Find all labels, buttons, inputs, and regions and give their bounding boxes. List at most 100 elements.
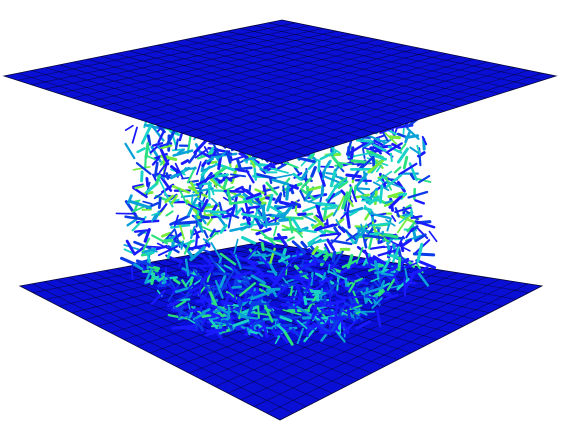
fiber-segment [146,253,151,265]
fiber-segment [310,166,317,178]
fiber-segment [318,330,332,335]
fiber-segment [316,293,320,302]
fiber-segment [326,238,336,252]
fiber-segment [218,256,223,264]
fiber-segment [234,207,243,216]
fiber-segment [194,318,198,330]
fiber-segment [256,303,260,320]
fiber-segment [201,159,208,168]
fiber-segment [200,164,216,173]
fiber-segment [143,228,151,243]
fiber-segment [137,230,146,237]
fiber-segment [294,318,301,328]
fiber-segment [282,185,286,198]
fiber-segment [362,137,380,149]
fiber-segment [180,240,185,250]
fiber-segment [384,199,393,204]
fiber-segment [416,271,430,287]
top-plate-mesh [17,22,543,160]
fiber-segment [165,210,174,217]
fiber-segment [141,247,157,254]
fiber-segment [276,233,288,247]
fiber-segment [373,139,384,146]
fiber-segment [135,259,154,268]
fiber-segment [330,233,342,245]
fiber-segment [367,295,377,300]
fiber-segment [346,195,352,214]
fiber-segment [232,166,253,171]
fiber-segment [241,212,263,220]
fiber-segment [348,282,356,293]
fiber-segment [362,147,366,159]
fiber-segment [354,228,361,245]
fiber-segment [299,264,313,272]
fiber-segment [321,165,327,180]
fiber-segment [387,142,403,153]
fiber-segment [293,264,309,281]
fiber-segment [196,174,215,187]
fiber-segment [348,199,354,208]
fiber-segment [189,264,214,268]
fiber-segment [327,182,339,200]
fiber-segment [329,168,337,188]
fiber-segment [292,172,302,181]
fiber-segment [127,194,133,205]
fiber-segment [263,303,274,323]
fiber-segment [253,311,270,316]
fiber-segment [332,269,341,280]
fiber-segment [273,225,278,237]
fiber-segment [389,152,393,163]
fiber-segment [201,265,215,283]
fiber-segment [212,166,228,178]
fiber-segment [388,194,403,209]
fiber-segment [196,196,206,205]
fiber-segment [276,202,299,210]
fiber-segment [192,312,206,321]
fiber-segment [366,134,386,144]
fiber-segment [172,278,181,285]
fiber-segment [322,321,329,329]
fiber-segment [396,214,417,224]
fiber-segment [324,243,331,254]
fiber-segment [257,211,263,219]
fiber-segment [269,205,283,214]
fiber-segment [260,241,265,252]
fiber-segment [326,159,332,169]
fiber-segment [142,200,153,205]
fiber-segment [193,203,211,208]
fiber-segment [409,173,416,181]
fiber-segment [410,215,423,220]
fiber-segment [341,226,357,241]
fiber-segment [318,169,326,187]
fiber-segment [416,227,429,240]
fiber-segment [241,281,250,285]
fiber-segment [345,138,353,156]
fiber-segment [153,161,159,178]
fiber-segment [291,327,300,337]
fiber-segment [361,155,375,169]
fiber-segment [250,290,273,301]
fiber-segment [326,282,339,295]
fiber-segment [304,212,314,217]
fiber-segment [323,212,334,221]
fiber-segment [354,286,367,294]
fiber-segment [244,274,251,286]
fiber-segment [135,162,152,175]
fiber-segment [239,282,257,297]
fiber-segment [410,225,419,233]
fiber-segment [258,238,276,247]
fiber-segment [369,150,385,159]
fiber-segment [305,322,321,334]
fiber-segment [215,331,223,340]
fiber-segment [276,314,292,318]
fiber-segment [136,147,146,154]
fiber-segment [231,270,253,279]
fiber-segment [210,197,219,206]
fiber-segment [235,280,241,288]
fiber-segment [233,238,239,255]
fiber-segment [379,280,386,290]
fiber-segment [330,239,353,246]
top-plate-surface [2,19,558,165]
fiber-segment [421,135,428,146]
